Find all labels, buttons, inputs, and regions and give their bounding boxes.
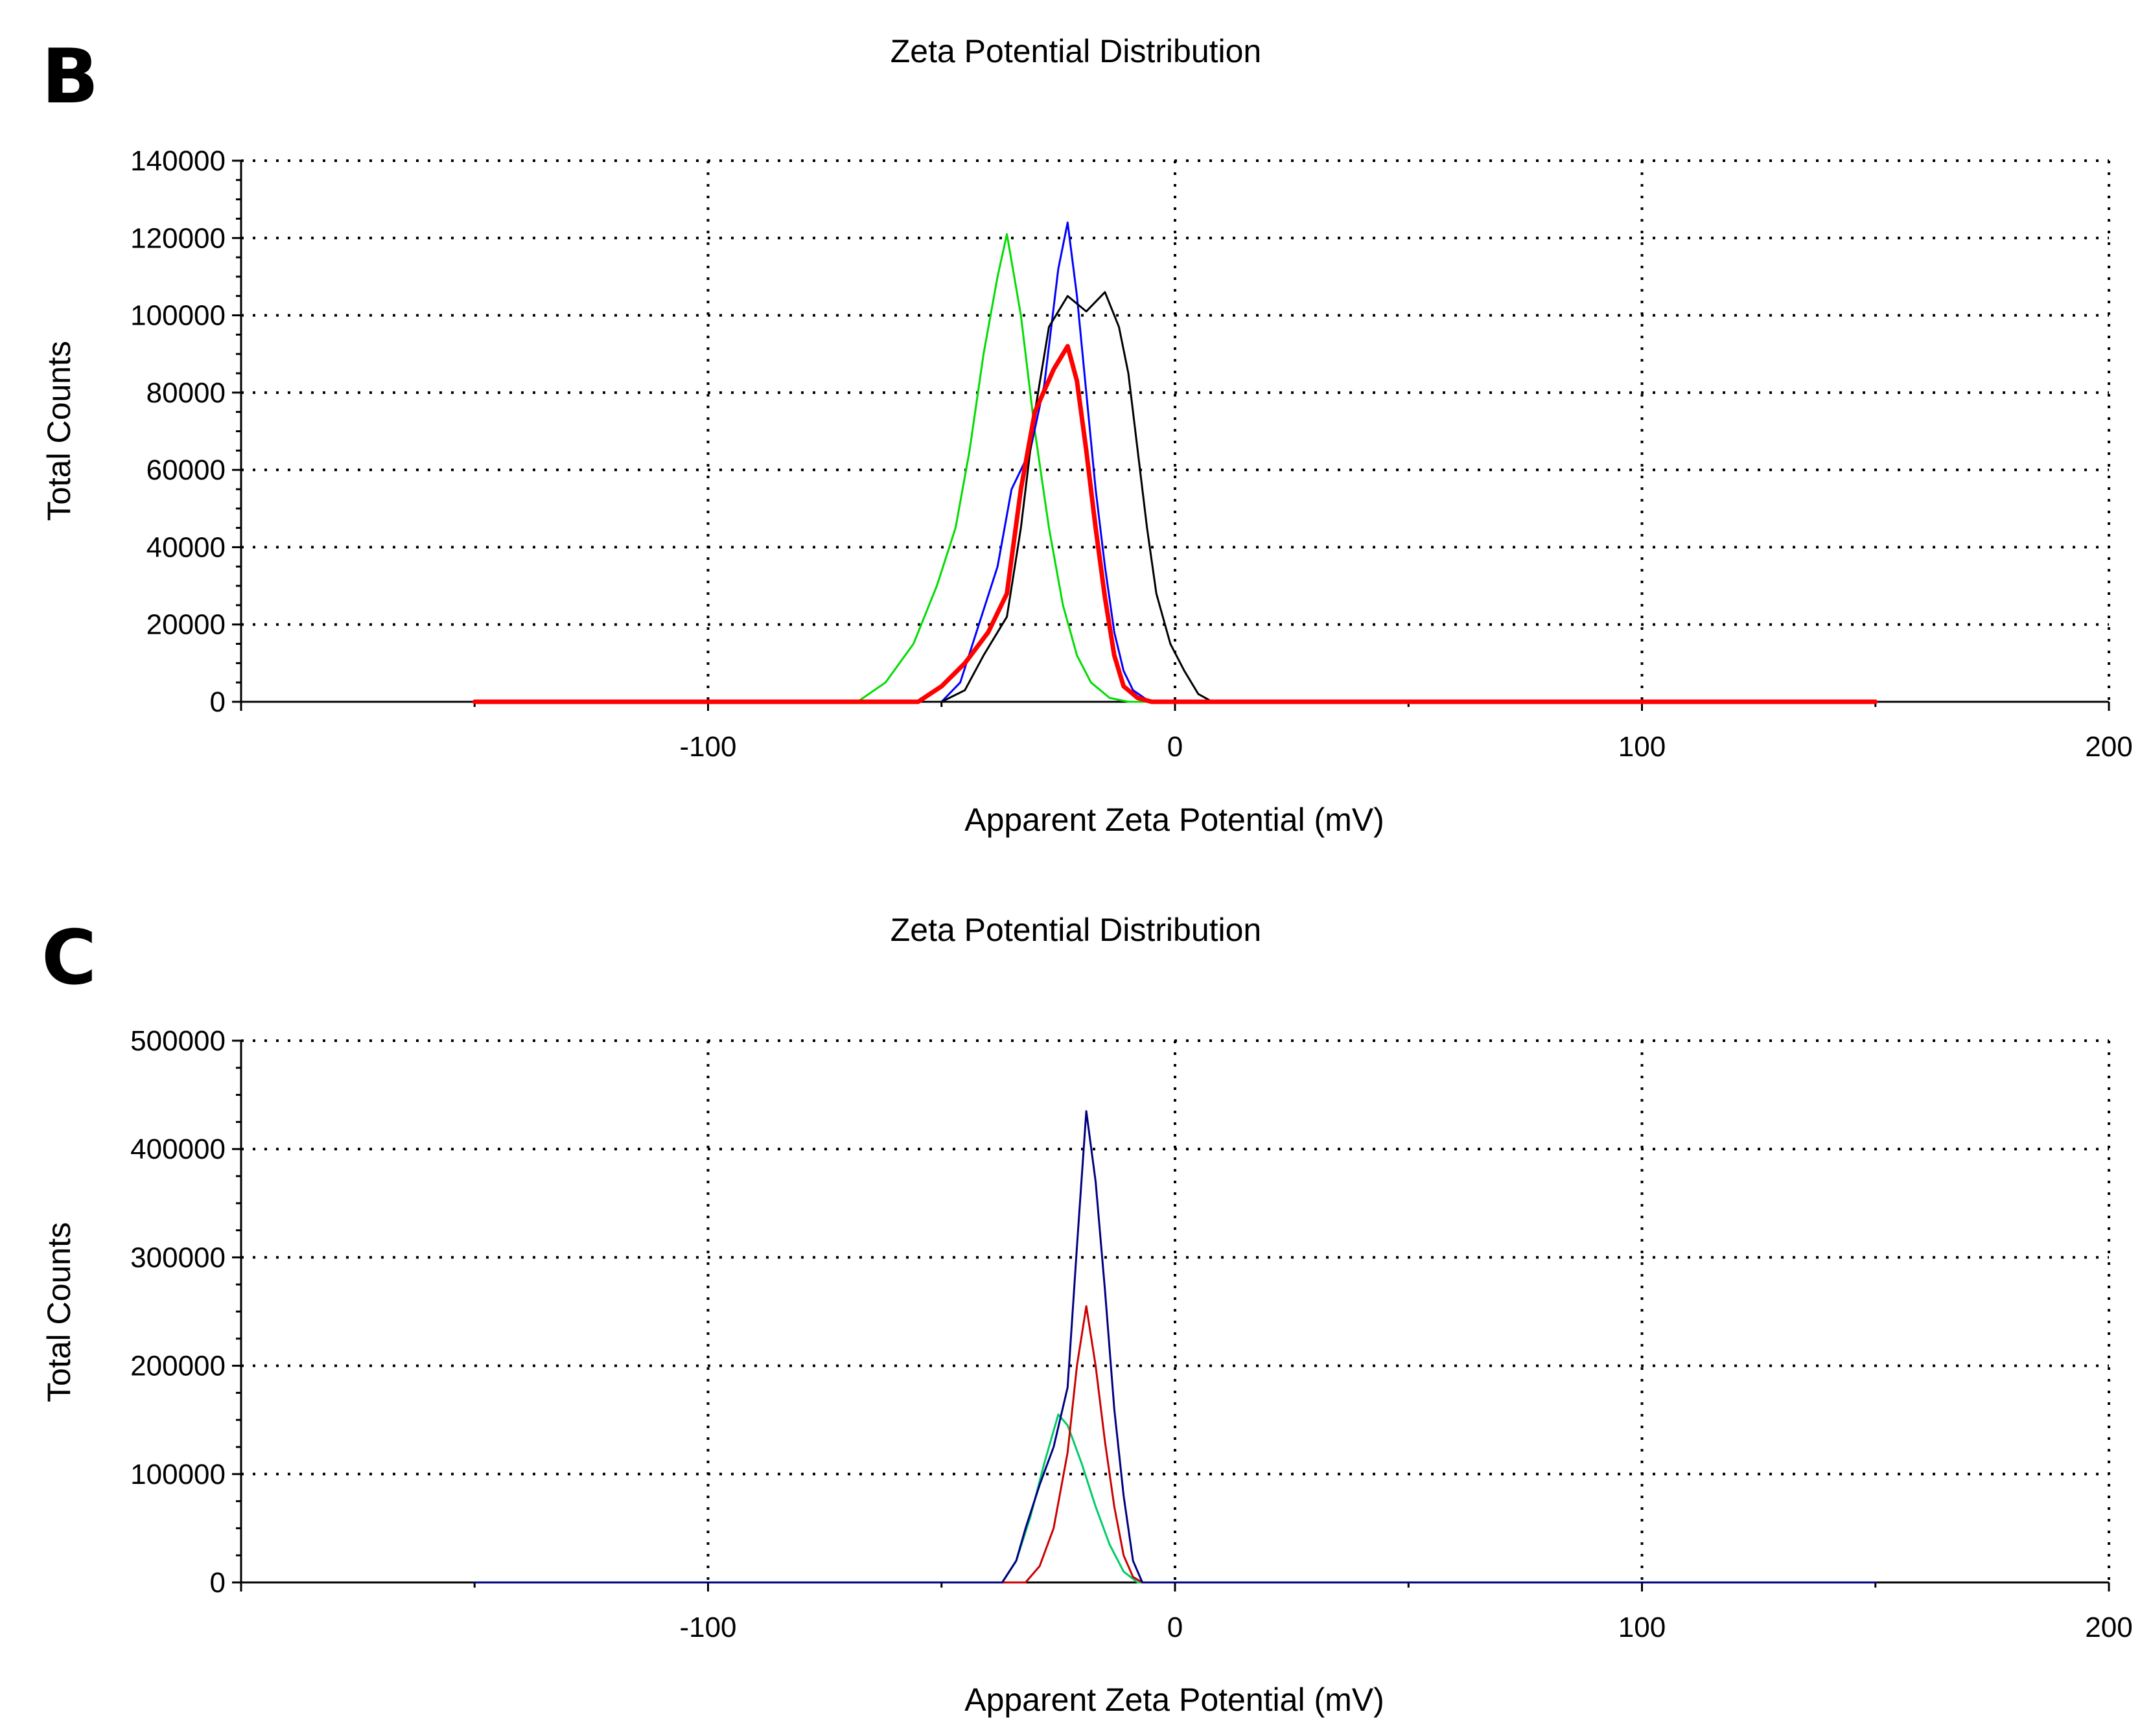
- y-tick-label-c: 300000: [130, 1242, 226, 1273]
- x-tick-label-c: -100: [679, 1612, 736, 1643]
- y-tick-label-b: 60000: [146, 454, 226, 486]
- x-tick-label-c: 200: [2085, 1612, 2132, 1643]
- y-axis-label-b: Total Counts: [41, 341, 77, 521]
- plot-area-c: 0 100000 200000 300000 400000 500000 -100 0 100 2…: [130, 1025, 2133, 1643]
- y-tick-label-b: 40000: [146, 531, 226, 563]
- x-tick-label-c: 100: [1618, 1612, 1666, 1643]
- y-tick-label-c: 500000: [130, 1025, 226, 1057]
- y-tick-label-b: 100000: [130, 300, 226, 332]
- series-line-c-3: [473, 1110, 1877, 1584]
- chart-panel-c: C Zeta Potential Distribution Apparent Z…: [41, 912, 2133, 1718]
- series-line-b-1: [473, 233, 1877, 703]
- series-line-c-2: [473, 1305, 1877, 1584]
- y-tick-label-b: 20000: [146, 609, 226, 641]
- x-tick-label-b: -100: [679, 731, 736, 763]
- x-tick-label-c: 0: [1167, 1612, 1183, 1643]
- series-line-b-3: [473, 291, 1877, 703]
- x-tick-label-b: 100: [1618, 731, 1666, 763]
- x-axis-label-b: Apparent Zeta Potential (mV): [964, 802, 1384, 838]
- y-tick-label-b: 0: [210, 686, 226, 718]
- y-tick-label-c: 200000: [130, 1350, 226, 1382]
- panel-letter-c: C: [41, 914, 97, 1002]
- chart-title-c: Zeta Potential Distribution: [890, 912, 1262, 948]
- y-axis-label-c: Total Counts: [41, 1222, 77, 1402]
- x-tick-label-b: 200: [2085, 731, 2132, 763]
- y-tick-label-b: 120000: [130, 222, 226, 254]
- series-line-b-4: [472, 343, 1878, 704]
- chart-title-b: Zeta Potential Distribution: [890, 33, 1262, 69]
- y-tick-label-b: 140000: [130, 145, 226, 177]
- y-tick-label-b: 80000: [146, 377, 226, 409]
- y-tick-label-c: 100000: [130, 1459, 226, 1490]
- y-tick-label-c: 400000: [130, 1133, 226, 1165]
- x-axis-label-c: Apparent Zeta Potential (mV): [964, 1682, 1384, 1718]
- plot-area-b: 0 20000 40000 60000 80000 100000 120000 140000 -…: [130, 145, 2133, 763]
- y-tick-label-c: 0: [210, 1567, 226, 1599]
- x-tick-label-b: 0: [1167, 731, 1183, 763]
- panel-letter-b: B: [41, 33, 99, 121]
- chart-panel-b: B Zeta Potential Distribution Apparent Z…: [41, 33, 2133, 838]
